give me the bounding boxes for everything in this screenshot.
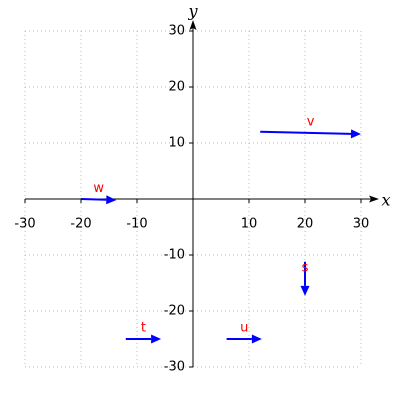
- vector-label: u: [240, 321, 248, 336]
- vector-label: s: [302, 260, 309, 275]
- y-tick-label: 30: [168, 24, 185, 39]
- y-tick-label: -20: [164, 304, 185, 319]
- y-tick-label: 20: [168, 80, 185, 95]
- vector-head: [300, 285, 310, 296]
- x-axis-label: x: [381, 191, 390, 210]
- x-tick-label: 10: [241, 217, 258, 232]
- vector-head: [106, 195, 117, 205]
- vector-shaft: [80, 198, 107, 201]
- vector-label: v: [307, 114, 315, 129]
- y-tick-label: 10: [168, 136, 185, 151]
- y-tick-label: -10: [164, 248, 185, 263]
- y-axis-label: y: [187, 2, 198, 21]
- x-tick-label: 20: [297, 217, 314, 232]
- vector-label: w: [93, 181, 104, 196]
- x-tick-label: -30: [14, 217, 35, 232]
- vector-label: t: [141, 321, 146, 336]
- x-axis-arrow: [369, 195, 379, 203]
- vector-shaft: [260, 130, 352, 135]
- vector-head: [251, 334, 262, 344]
- vector-head: [350, 129, 361, 139]
- x-tick-label: -10: [126, 217, 147, 232]
- y-tick-label: -30: [164, 360, 185, 375]
- vector-head: [151, 334, 162, 344]
- x-tick-label: -20: [70, 217, 91, 232]
- y-axis-arrow: [189, 20, 197, 30]
- x-tick-label: 30: [353, 217, 370, 232]
